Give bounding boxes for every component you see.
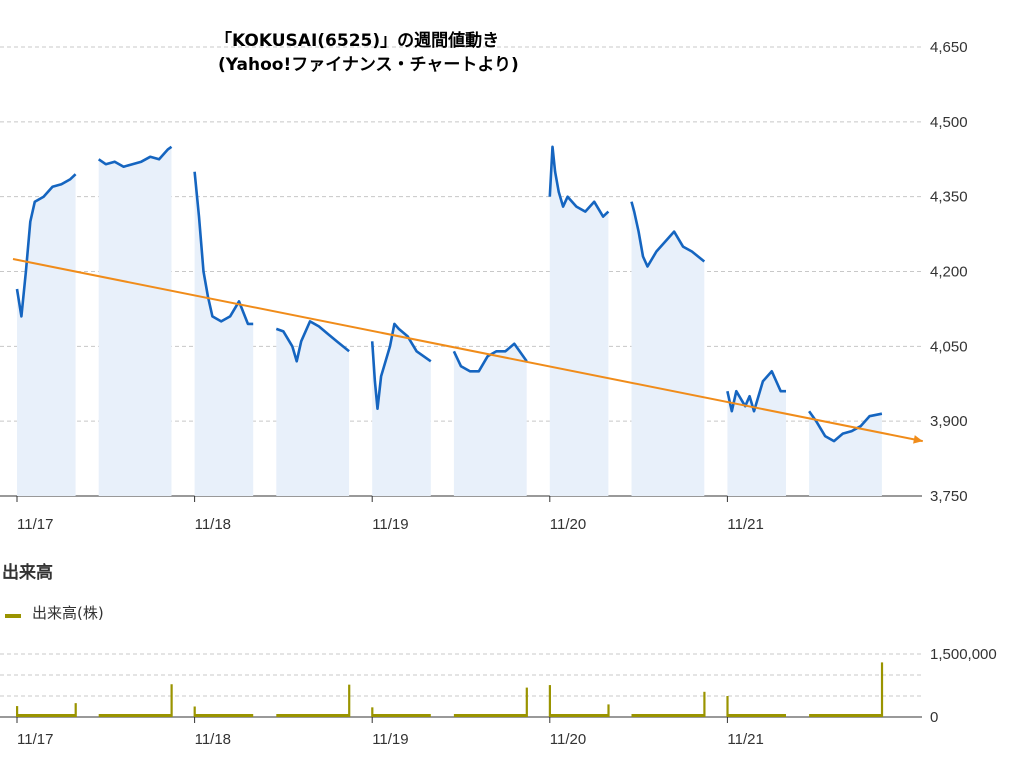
volume-x-tick-label: 11/18 [195, 731, 231, 748]
price-chart-panel: 4,650 4,500 4,350 4,200 4,050 3,900 3,750 11/1… [0, 30, 968, 533]
volume-baseline-band [372, 714, 431, 717]
volume-bar [703, 691, 706, 717]
price-y-tick-label: 4,050 [930, 338, 968, 355]
volume-bar [880, 662, 884, 717]
price-line-session [548, 145, 610, 218]
volume-x-axis: 11/17 11/18 11/19 11/20 11/21 [16, 717, 764, 748]
price-y-tick-label: 4,350 [930, 189, 968, 206]
volume-y-tick-label: 0 [930, 709, 938, 726]
volume-heading: 出来高 [2, 562, 53, 583]
volume-bar [525, 687, 528, 717]
session-area [549, 146, 609, 497]
volume-x-tick-label: 11/20 [550, 731, 586, 748]
volume-baseline-band [194, 714, 254, 717]
price-line-session [726, 370, 786, 413]
session-area [17, 174, 76, 496]
price-line-session [452, 342, 528, 373]
volume-legend-label: 出来高(株) [32, 604, 104, 622]
session-area [194, 171, 254, 496]
volume-x-tick-label: 11/19 [372, 731, 408, 748]
volume-baseline-band [276, 714, 350, 717]
volume-y-tick-label: 1,500,000 [930, 646, 997, 663]
volume-y-axis: 1,500,000 0 [930, 646, 997, 726]
price-line-session [630, 201, 706, 268]
session-area [631, 201, 705, 496]
price-series [15, 145, 883, 443]
volume-bar [607, 704, 610, 717]
session-fills [17, 146, 882, 497]
volume-baseline-band [453, 714, 527, 717]
session-area [276, 321, 350, 496]
volume-baseline-band [809, 714, 882, 717]
price-y-axis: 4,650 4,500 4,350 4,200 4,050 3,900 3,750 [930, 39, 968, 505]
price-x-tick-label: 11/17 [17, 516, 53, 533]
volume-legend-swatch [5, 614, 21, 618]
price-line-session [275, 320, 350, 363]
volume-baseline-band [17, 714, 76, 717]
volume-bar [348, 684, 351, 717]
volume-x-tick-label: 11/21 [727, 731, 763, 748]
volume-baseline-band [549, 714, 609, 717]
session-area [809, 411, 882, 496]
volume-baseline-band [98, 714, 172, 717]
price-y-tick-label: 3,750 [930, 488, 968, 505]
trend-line [12, 258, 923, 444]
price-line-session [15, 173, 77, 318]
volume-x-tick-label: 11/17 [17, 731, 53, 748]
volume-bars [16, 662, 884, 717]
price-line-session [193, 171, 254, 326]
price-x-tick-label: 11/21 [727, 516, 763, 533]
session-area [372, 323, 431, 496]
price-line-session [808, 410, 883, 443]
volume-baseline-band [631, 714, 705, 717]
volume-baseline-band [727, 714, 787, 717]
price-line-session [97, 145, 173, 168]
session-area [453, 343, 527, 496]
price-x-tick-label: 11/18 [195, 516, 231, 533]
volume-bar [170, 684, 173, 717]
trend-arrowhead [913, 435, 923, 444]
price-x-tick-label: 11/19 [372, 516, 408, 533]
session-area [98, 146, 172, 497]
volume-bar [371, 707, 374, 717]
volume-bar [74, 703, 77, 717]
chart-title: 「KOKUSAI(6525)」の週間値動き [215, 30, 499, 51]
price-x-tick-label: 11/20 [550, 516, 586, 533]
price-y-tick-label: 4,500 [930, 114, 968, 131]
price-y-tick-label: 4,200 [930, 264, 968, 281]
trend-line-segment [12, 258, 923, 443]
volume-bar [16, 706, 19, 717]
price-y-tick-label: 4,650 [930, 39, 968, 56]
volume-bar [726, 696, 729, 717]
volume-bar [193, 706, 196, 717]
volume-grid [0, 653, 922, 718]
chart-subtitle: (Yahoo!ファイナンス・チャートより) [218, 55, 519, 75]
price-x-axis: 11/17 11/18 11/19 11/20 11/21 [16, 496, 764, 533]
volume-bar [548, 685, 551, 717]
price-y-tick-label: 3,900 [930, 413, 968, 430]
